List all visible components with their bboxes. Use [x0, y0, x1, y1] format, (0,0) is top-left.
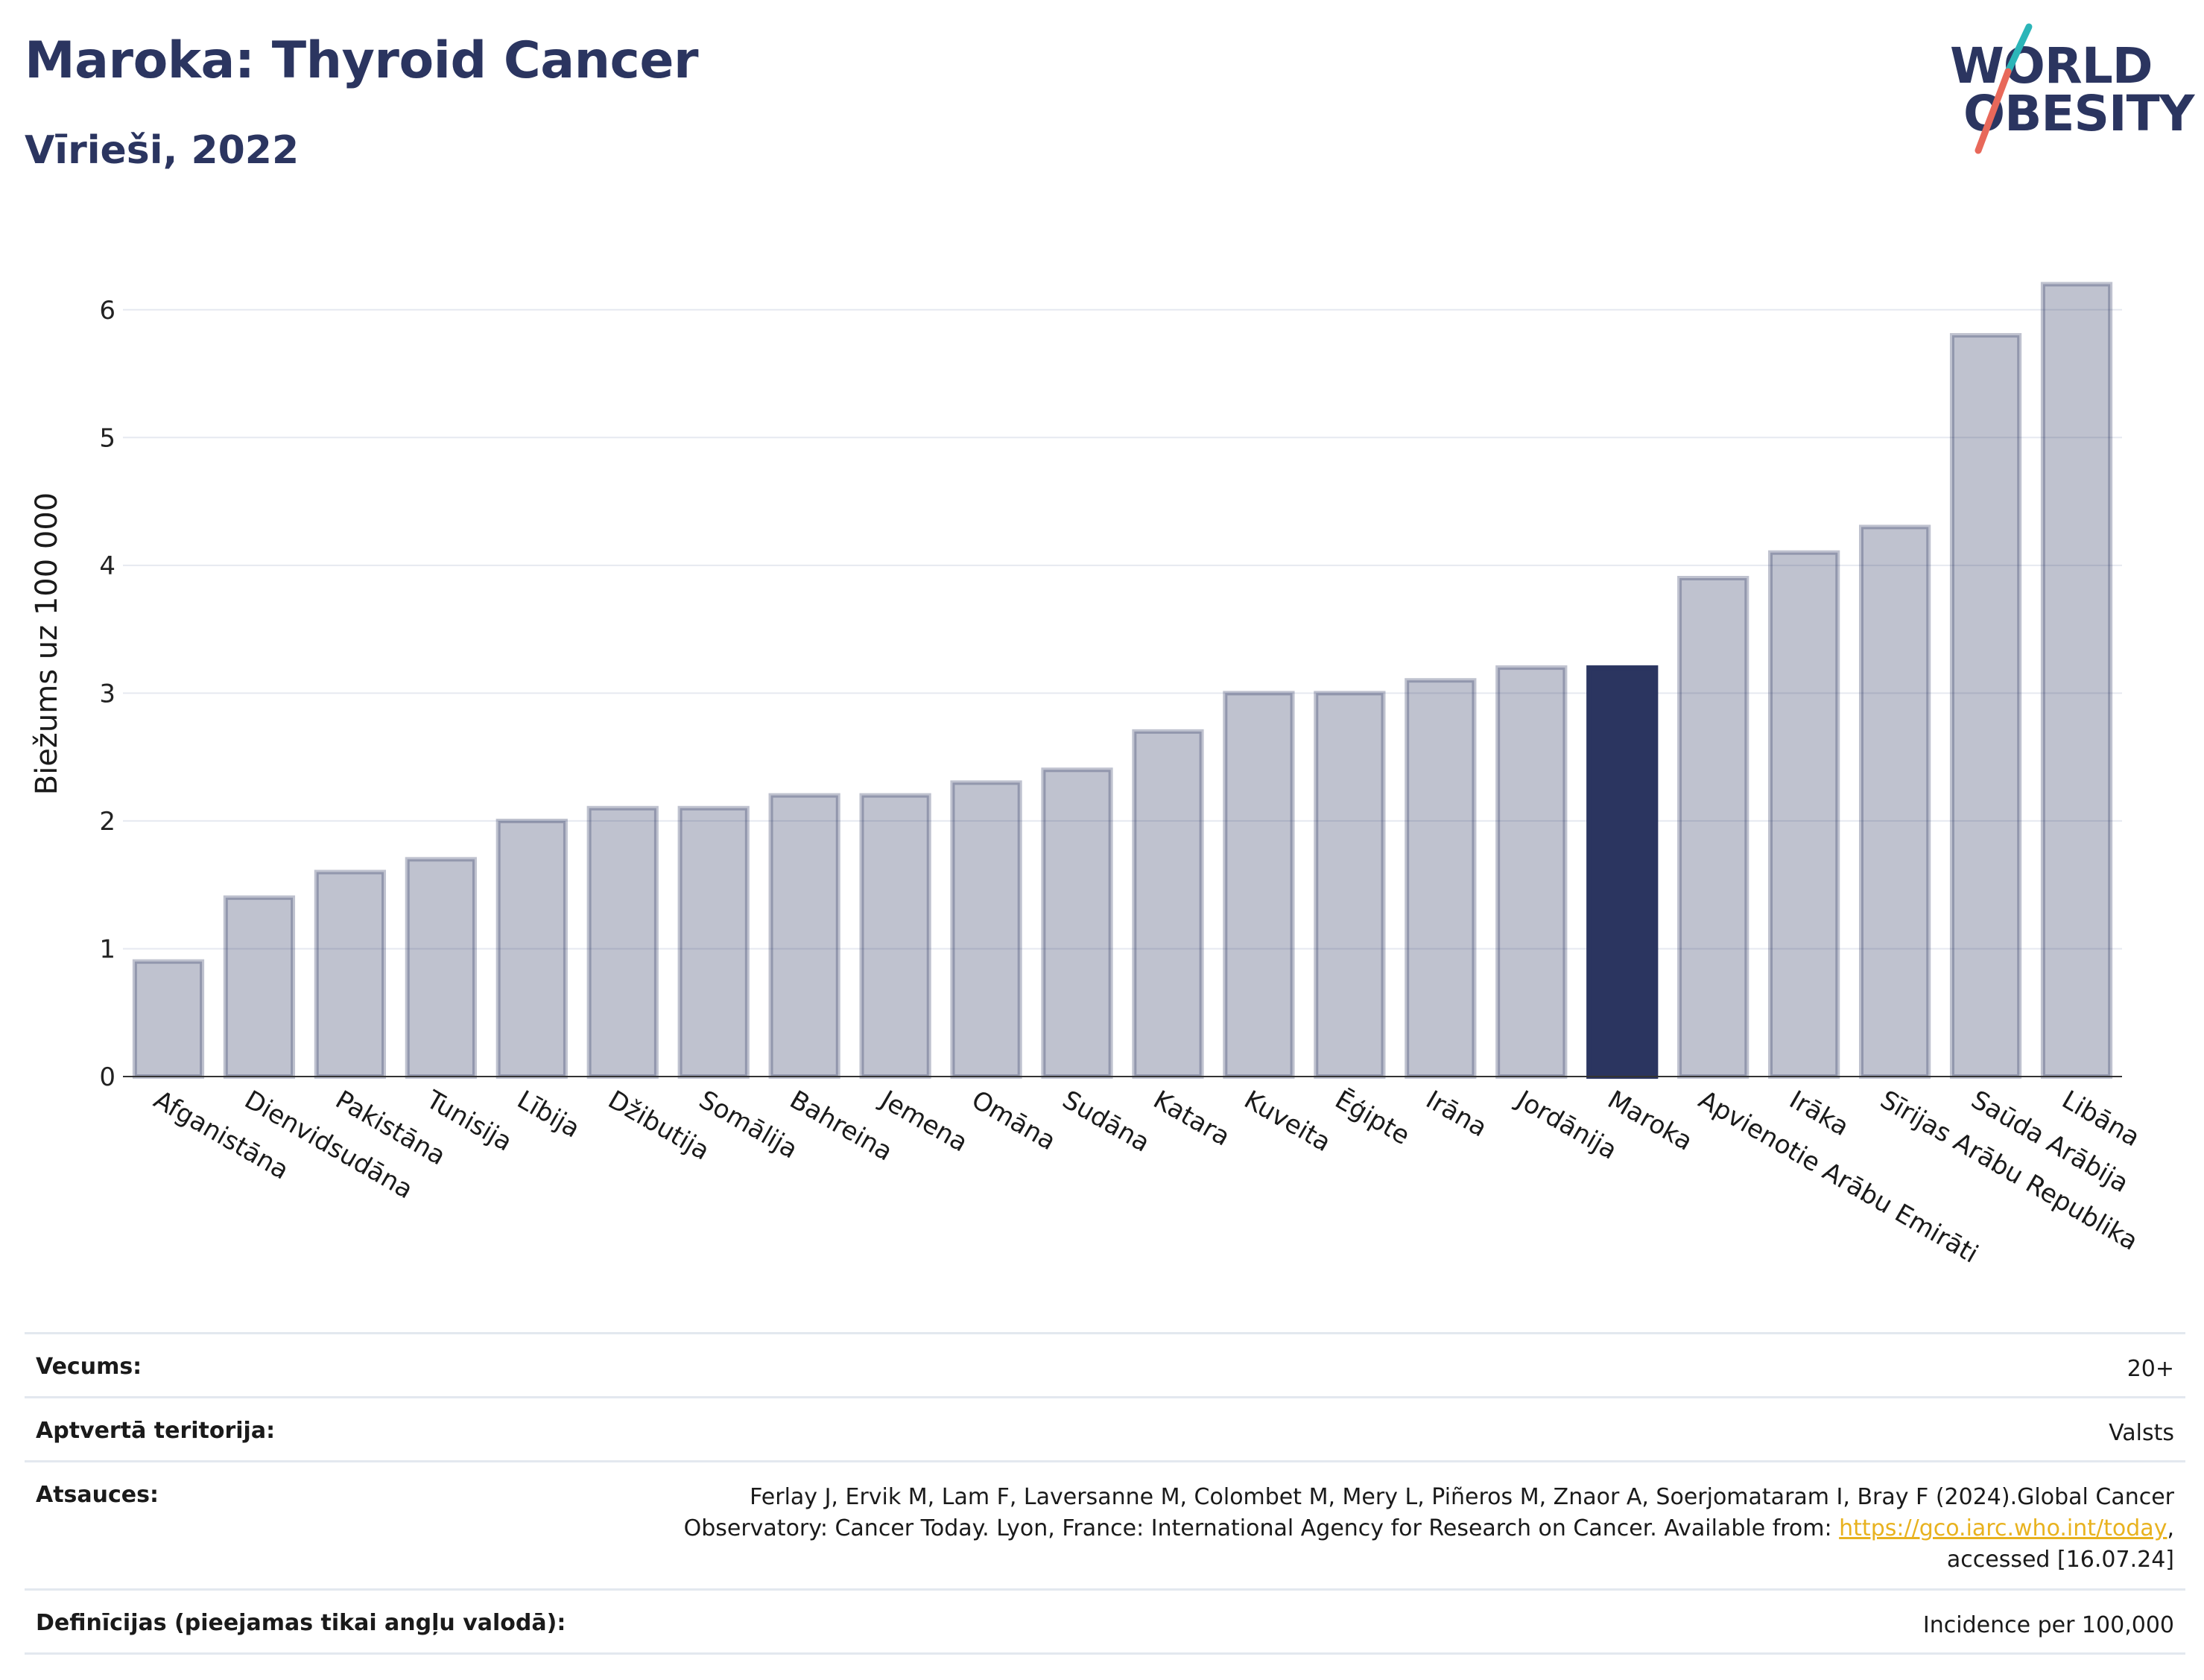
bars-group — [132, 282, 2113, 1080]
x-tick-label: Irāka — [1785, 1085, 1854, 1142]
bar — [1041, 767, 1113, 1079]
info-label-definitions: Definīcijas (pieejamas tikai angļu valod… — [36, 1610, 566, 1636]
info-label-age: Vecums: — [36, 1354, 142, 1380]
x-tick-label: Irāna — [1421, 1085, 1492, 1143]
x-tick-label: Omāna — [966, 1085, 1061, 1156]
info-value-coverage: Valsts — [2109, 1420, 2174, 1446]
bar — [1677, 576, 1749, 1079]
x-tick-label: Ēģipte — [1330, 1085, 1415, 1151]
bar — [1858, 524, 1931, 1079]
y-tick-label: 5 — [99, 423, 115, 453]
chart-title: Maroka: Thyroid Cancer — [25, 31, 698, 90]
x-tick-label: Sudāna — [1057, 1085, 1155, 1158]
info-label-coverage: Aptvertā teritorija: — [36, 1418, 276, 1444]
y-tick-label: 0 — [99, 1062, 115, 1092]
bar — [950, 780, 1022, 1079]
world-obesity-logo: WORLD OBESITY — [1948, 22, 2194, 156]
bar — [677, 805, 750, 1079]
info-value-references: Ferlay J, Ervik M, Lam F, Laversanne M, … — [684, 1482, 2174, 1576]
bar — [1405, 678, 1477, 1079]
info-label-references: Atsauces: — [36, 1482, 159, 1508]
y-tick-labels: 0 1 2 3 4 5 6 — [99, 296, 115, 1092]
info-row-coverage: Aptvertā teritorija: Valsts — [25, 1396, 2185, 1460]
bar — [223, 895, 296, 1079]
bar — [768, 793, 840, 1079]
grid-lines — [123, 308, 2122, 950]
x-tick-label: Džibutija — [603, 1085, 715, 1166]
bar — [405, 857, 477, 1080]
bar — [586, 805, 659, 1079]
bar — [1949, 333, 2022, 1080]
x-tick-label: Katara — [1148, 1085, 1235, 1152]
bar — [1314, 691, 1386, 1079]
bar — [1586, 665, 1659, 1079]
bar — [859, 793, 931, 1079]
bar — [495, 818, 568, 1080]
x-tick-label: Lībija — [512, 1085, 585, 1144]
chart-subtitle: Vīrieši, 2022 — [25, 128, 300, 173]
reference-link[interactable]: https://gco.iarc.who.int/today — [1839, 1515, 2167, 1541]
x-tick-labels: AfganistānaDienvidsudānaPakistānaTunisij… — [148, 1084, 2144, 1269]
reference-line-1: Ferlay J, Ervik M, Lam F, Laversanne M, … — [750, 1484, 2174, 1510]
reference-line-3: accessed [16.07.24] — [1946, 1547, 2174, 1573]
logo-text-world: WORLD — [1950, 37, 2153, 95]
x-tick-label: Kuveita — [1239, 1085, 1336, 1158]
bar — [1495, 665, 1568, 1079]
bar — [314, 869, 387, 1079]
x-tick-label: Somālija — [694, 1085, 802, 1164]
bar — [1768, 550, 1840, 1079]
info-row-references: Atsauces: Ferlay J, Ervik M, Lam F, Lave… — [25, 1460, 2185, 1588]
info-table: Vecums: 20+ Aptvertā teritorija: Valsts … — [25, 1332, 2185, 1655]
x-tick-label: Bahreina — [785, 1085, 897, 1167]
bar — [1223, 691, 1295, 1079]
y-axis-label: Biežums uz 100 000 — [30, 492, 64, 796]
reference-line-2: Observatory: Cancer Today. Lyon, France:… — [683, 1515, 1840, 1541]
logo-slash-icon — [1975, 23, 2033, 154]
x-tick-label: Jordānija — [1510, 1084, 1622, 1166]
info-value-definitions: Incidence per 100,000 — [1922, 1612, 2174, 1638]
info-row-definitions: Definīcijas (pieejamas tikai angļu valod… — [25, 1588, 2185, 1655]
bar — [1132, 729, 1204, 1079]
y-tick-label: 1 — [99, 934, 115, 964]
y-tick-label: 6 — [99, 296, 115, 326]
bar — [2040, 282, 2113, 1079]
y-tick-label: 4 — [99, 551, 115, 581]
bar — [132, 959, 205, 1079]
info-row-age: Vecums: 20+ — [25, 1332, 2185, 1396]
reference-line-2-end: , — [2167, 1515, 2174, 1541]
y-tick-label: 2 — [99, 807, 115, 837]
bar-chart: 0 1 2 3 4 5 6 AfganistānaDienvidsudānaPakistān… — [30, 282, 2145, 1269]
y-tick-label: 3 — [99, 679, 115, 709]
info-value-age: 20+ — [2127, 1356, 2174, 1382]
